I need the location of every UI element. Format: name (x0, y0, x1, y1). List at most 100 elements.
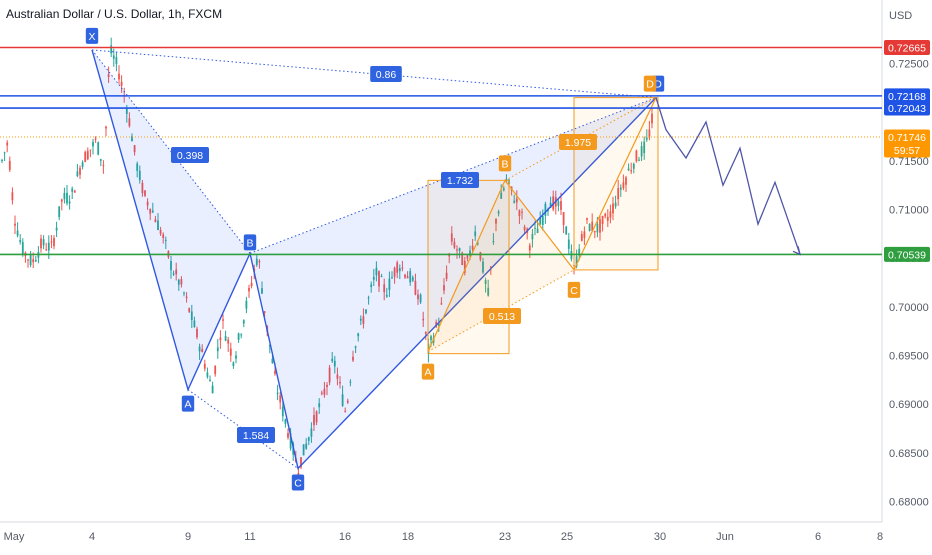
candle-body (523, 226, 526, 231)
candle-body (461, 252, 464, 266)
candle-body (84, 151, 87, 163)
candle-body (385, 294, 388, 297)
candle-body (89, 149, 92, 151)
candle-body (120, 81, 123, 86)
candle-body (198, 346, 201, 352)
candle-body (268, 344, 271, 347)
candle-body (297, 472, 300, 475)
candle-body (92, 141, 94, 147)
candle-body (149, 208, 152, 214)
y-tick-label: 0.68500 (889, 448, 929, 460)
candle-body (528, 245, 531, 251)
candle-body (531, 233, 534, 240)
candle-body (118, 73, 120, 80)
x-tick-label: May (4, 531, 25, 543)
candle-body (502, 188, 505, 191)
candle-body (66, 192, 68, 204)
candle-body (352, 356, 354, 361)
candle-body (315, 411, 318, 423)
candle-body (643, 141, 646, 154)
orange-pattern-legs (427, 97, 657, 352)
candle-body (128, 118, 131, 127)
candle-body (180, 279, 183, 285)
y-tick-label: 0.69500 (889, 351, 929, 363)
candle-body (229, 348, 232, 356)
candle-body (445, 272, 448, 279)
candle-body (339, 381, 341, 384)
candle-body (45, 249, 48, 251)
candle-body (440, 303, 443, 305)
blue-ratio-label-bg (441, 172, 479, 188)
candle-body (349, 381, 352, 383)
x-tick-label: 9 (185, 531, 191, 543)
y-tick-label: 0.69000 (889, 399, 929, 411)
candle-body (136, 163, 139, 171)
candle-body (151, 210, 154, 213)
x-tick-label: 18 (402, 531, 414, 543)
candle-body (79, 167, 81, 175)
blue-ratio-label-bg (370, 66, 402, 82)
candle-body (214, 365, 217, 375)
candle-body (539, 216, 542, 225)
projection-path (655, 97, 801, 255)
candle-body (422, 318, 425, 321)
candle-body (71, 188, 74, 192)
x-tick-label: 16 (339, 531, 351, 543)
price-line-value: 0.72665 (888, 43, 926, 55)
candle-body (544, 203, 547, 216)
candle-body (323, 388, 326, 395)
candle-body (487, 287, 490, 296)
candle-body (302, 444, 305, 456)
candle-body (495, 218, 497, 224)
candle-body (105, 126, 107, 129)
candle-body (357, 333, 360, 337)
candle-body (513, 200, 516, 203)
candle-body (248, 287, 250, 292)
x-tick-label: 23 (499, 531, 511, 543)
candle-body (406, 276, 409, 279)
candle-body (164, 239, 167, 241)
candle-body (60, 199, 63, 202)
candle-body (367, 297, 370, 299)
candle-body (177, 279, 180, 285)
candle-body (261, 288, 263, 294)
chart-title: Australian Dollar / U.S. Dollar, 1h, FXC… (6, 7, 223, 21)
countdown-timer: 59:57 (894, 145, 920, 157)
candle-body (583, 231, 586, 238)
blue-ratio-label: 0.86 (376, 69, 397, 81)
price-line-value: 0.72043 (888, 103, 926, 115)
blue-ratio-label: 0.398 (177, 150, 203, 162)
orange-point-label: A (424, 367, 431, 379)
candle-body (492, 241, 495, 243)
y-tick-label: 0.71000 (889, 205, 929, 217)
candle-body (640, 146, 643, 157)
candle-body (476, 243, 479, 245)
candle-body (287, 433, 289, 438)
candle-body (375, 267, 378, 276)
candle-body (112, 55, 115, 59)
x-tick-label: Jun (716, 531, 734, 543)
orange-point-label-bg (567, 281, 581, 298)
candle-body (219, 337, 222, 341)
candle-body (396, 262, 399, 273)
blue-point-label-bg (85, 27, 99, 44)
orange-point-label: B (501, 158, 508, 170)
y-tick-label: 0.71500 (889, 156, 929, 168)
candle-body (159, 229, 162, 234)
candle-body (450, 233, 453, 242)
candle-body (222, 319, 224, 321)
candle-body (482, 261, 484, 273)
orange-point-label-bg (421, 363, 435, 380)
candle-body (627, 168, 630, 171)
candle-body (443, 285, 445, 291)
candle-body (1, 159, 3, 162)
candle-body (58, 206, 61, 218)
candle-body (417, 294, 419, 300)
candle-body (125, 109, 128, 114)
candle-body (206, 372, 209, 377)
price-line-tag (884, 129, 930, 158)
blue-point-label-bg (181, 395, 195, 412)
candle-body (144, 190, 146, 196)
candle-body (625, 177, 627, 185)
